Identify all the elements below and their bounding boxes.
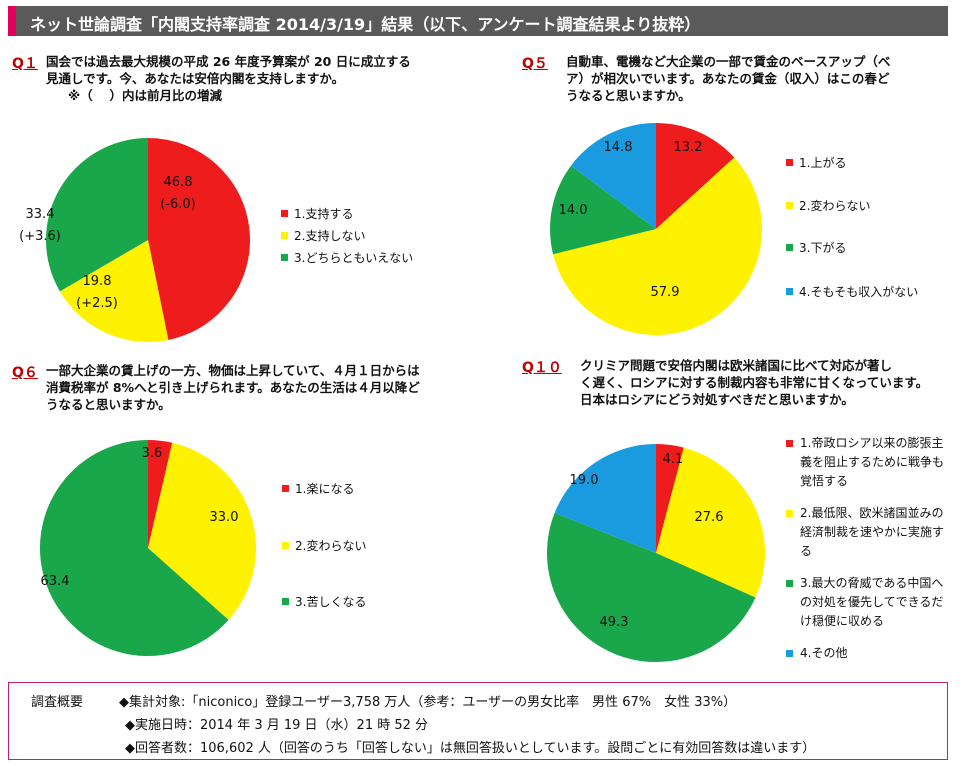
page-title: ネット世論調査「内閣支持率調査 2014/3/19」結果（以下、アンケート調査結…	[30, 15, 701, 34]
legend-swatch	[281, 254, 288, 261]
legend-item-1: 1.上がる	[786, 154, 846, 171]
legend-label: 2.最低限、欧米諸国並みの経済制裁を速やかに実施する	[800, 506, 945, 558]
legend-swatch	[281, 210, 288, 217]
title-bar: ネット世論調査「内閣支持率調査 2014/3/19」結果（以下、アンケート調査結…	[8, 6, 948, 36]
data-label-3: 49.3	[600, 615, 629, 630]
legend-swatch	[786, 288, 793, 295]
summary-heading: 調査概要	[31, 695, 84, 710]
legend-item-2: 2.変わらない	[786, 197, 870, 214]
legend-item-4: 4.その他	[786, 644, 948, 663]
legend-item-4: 4.そもそも収入がない	[786, 283, 918, 300]
q10-label: Q１０	[522, 360, 562, 376]
pie-slice-2	[656, 447, 765, 598]
legend-item-3: 3.下がる	[786, 239, 846, 256]
pie-slice-1	[148, 440, 173, 548]
data-label-2: 57.9	[651, 285, 680, 300]
pie-slice-3	[45, 138, 148, 292]
q5-label: Q５	[522, 56, 548, 72]
pie-slice-3	[549, 165, 656, 255]
summary-target: ◆集計対象:「niconico」登録ユーザー3,758 万人（参考：ユーザーの男…	[119, 695, 737, 710]
data-label-1: 4.1	[663, 452, 684, 467]
q6-text: 一部大企業の賃上げの一方、物価は上昇していて、４月１日からは 消費税率が 8%へ…	[46, 363, 420, 412]
legend-swatch	[786, 244, 793, 251]
legend-label: 2.変わらない	[295, 539, 367, 553]
data-label-2: 33.0	[210, 510, 239, 525]
data-label-2: 27.6	[695, 510, 724, 525]
legend-label: 3.どちらともいえない	[294, 251, 414, 265]
legend-item-1: 1.支持する	[281, 205, 353, 222]
legend-item-2: 2.最低限、欧米諸国並みの経済制裁を速やかに実施する	[786, 504, 948, 561]
legend-label: 1.上がる	[799, 156, 847, 170]
legend-label: 2.支持しない	[294, 229, 366, 243]
data-label-3: 33.4 (+3.6)	[19, 207, 61, 244]
legend-swatch	[282, 542, 289, 549]
pie-slice-2	[59, 240, 169, 342]
data-label-2: 19.8 (+2.5)	[76, 274, 118, 311]
summary-respondents: ◆回答者数：106,602 人（回答のうち「回答しない」は無回答扱いとしています…	[125, 741, 816, 756]
data-label-1: 3.6	[142, 446, 163, 461]
pie-slice-2	[148, 442, 256, 620]
legend-item-2: 2.支持しない	[281, 227, 365, 244]
legend-label: 3.苦しくなる	[295, 595, 367, 609]
pie-slice-1	[656, 444, 684, 553]
legend-swatch	[281, 232, 288, 239]
pie-slice-3	[546, 512, 756, 663]
legend-item-3: 3.苦しくなる	[282, 593, 366, 610]
data-label-1: 46.8 (-6.0)	[160, 175, 196, 212]
data-label-4: 14.8	[604, 140, 633, 155]
legend-swatch	[282, 485, 289, 492]
data-label-3: 14.0	[559, 203, 588, 218]
pie-slice-2	[553, 157, 762, 336]
legend-label: 3.下がる	[799, 241, 847, 255]
legend-swatch	[786, 650, 793, 657]
legend-label: 4.そもそも収入がない	[799, 285, 919, 299]
q10-text: クリミア問題で安倍内閣は欧米諸国に比べて対応が著し く遅く、ロシアに対する制裁内…	[580, 358, 929, 407]
q1-text: 国会では過去最大規模の平成 26 年度予算案が 20 日に成立する 見通しです。…	[46, 54, 411, 103]
q1-label: Q１	[12, 56, 38, 72]
pie-slice-4	[570, 123, 656, 229]
legend-item-3: 3.最大の脅威である中国への対処を優先してできるだけ穏便に収める	[786, 574, 948, 631]
summary-date: ◆実施日時：2014 年 3 月 19 日（水）21 時 52 分	[125, 718, 429, 733]
legend-label: 2.変わらない	[799, 199, 871, 213]
legend-swatch	[786, 580, 793, 587]
legend-label: 1.支持する	[294, 207, 354, 221]
title-accent-bar	[8, 6, 16, 36]
legend-item-3: 3.どちらともいえない	[281, 249, 413, 266]
legend-item-1: 1.楽になる	[282, 480, 354, 497]
data-label-3: 63.4	[41, 574, 70, 589]
legend-swatch	[786, 159, 793, 166]
data-label-1: 13.2	[674, 140, 703, 155]
pie-slice-4	[554, 443, 656, 553]
legend-swatch	[786, 440, 793, 447]
pie-slice-1	[656, 123, 735, 229]
q6-label: Q６	[12, 365, 38, 381]
legend-swatch	[282, 598, 289, 605]
legend-label: 1.帝政ロシア以来の膨張主義を阻止するために戦争も覚悟する	[800, 436, 945, 488]
legend-label: 1.楽になる	[295, 482, 355, 496]
survey-summary-box: 調査概要 ◆集計対象:「niconico」登録ユーザー3,758 万人（参考：ユ…	[8, 682, 948, 760]
data-label-4: 19.0	[570, 473, 599, 488]
legend-swatch	[786, 510, 793, 517]
legend-item-1: 1.帝政ロシア以来の膨張主義を阻止するために戦争も覚悟する	[786, 434, 948, 491]
pie-slice-1	[148, 138, 250, 340]
q5-text: 自動車、電機など大企業の一部で賃金のベースアップ（ベ ア）が相次いでいます。あな…	[566, 54, 891, 103]
legend-label: 4.その他	[800, 646, 848, 660]
legend-item-2: 2.変わらない	[282, 537, 366, 554]
legend-swatch	[786, 202, 793, 209]
legend-label: 3.最大の脅威である中国への対処を優先してできるだけ穏便に収める	[800, 576, 944, 628]
pie-slice-3	[39, 440, 229, 656]
